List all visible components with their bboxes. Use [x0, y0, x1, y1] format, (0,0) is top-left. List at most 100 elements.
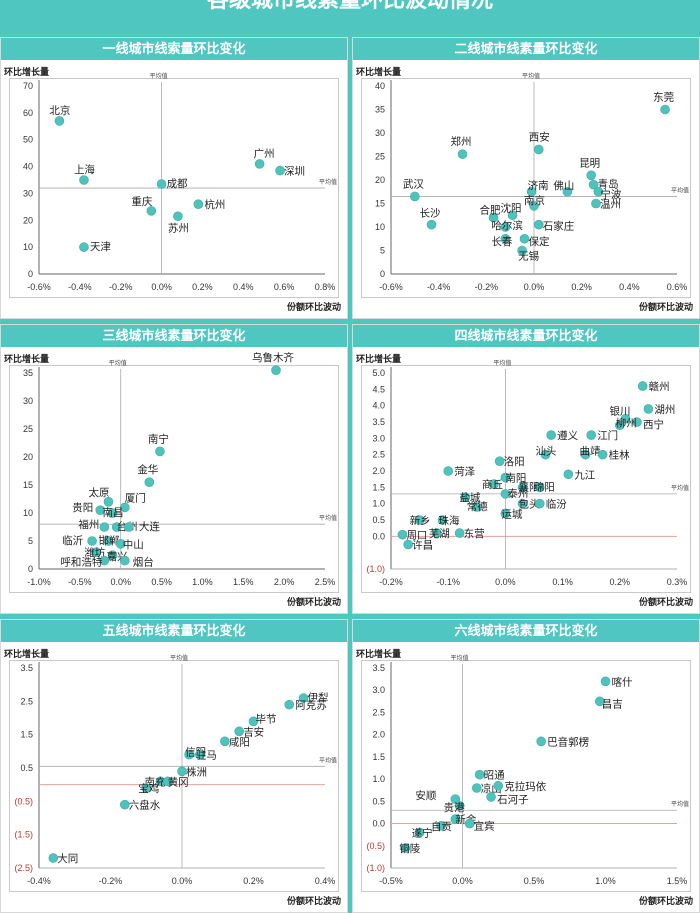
data-point: [586, 170, 596, 181]
x-axis-label: 份额环比波动: [286, 302, 341, 312]
y-tick-label: 15: [375, 199, 385, 209]
y-tick-label: 2.5: [372, 707, 385, 717]
y-tick-label: 0.5: [372, 796, 385, 806]
y-tick-label: 5: [28, 536, 33, 546]
data-point: [632, 417, 642, 427]
data-label: 福州: [78, 518, 99, 531]
plot-frame: [9, 365, 339, 593]
data-label: 黄冈: [168, 775, 189, 788]
data-label: 杭州: [204, 198, 225, 211]
chart-title: 二线城市线素量环比变化: [353, 38, 699, 60]
plot-frame: [9, 660, 339, 892]
chart-panel-tier3: 三线城市线素量环比变化 环比增长量 份额环比波动 0 5 10 15 20 25 30 35 -1.0…: [0, 324, 348, 614]
data-label: 铜陵: [399, 843, 420, 855]
data-label: 合肥: [479, 204, 500, 217]
x-tick-label: 1.5%: [667, 876, 688, 886]
y-tick-label: (2.5): [14, 863, 33, 873]
x-axis-label: 份额环比波动: [638, 896, 693, 906]
data-label: 湖州: [654, 404, 675, 416]
data-label: 自贡: [431, 820, 452, 833]
x-tick-label: 1.5%: [233, 577, 254, 587]
data-label: 南京: [524, 194, 545, 207]
data-label: 烟台: [133, 556, 154, 569]
x-tick-label: 0.5%: [151, 577, 172, 587]
data-label: 哈尔滨: [491, 219, 523, 232]
data-point: [593, 186, 604, 197]
data-point: [454, 800, 465, 811]
x-tick-label: 0.1%: [552, 577, 573, 587]
data-label: 北京: [49, 104, 70, 117]
data-label: 菏泽: [454, 466, 475, 478]
x-tick-label: 0.4%: [619, 282, 640, 292]
data-point: [450, 814, 461, 824]
data-point: [450, 794, 461, 804]
data-point: [124, 522, 134, 532]
data-point: [474, 769, 485, 780]
data-label: 桂林: [609, 449, 630, 462]
data-point: [234, 726, 244, 737]
data-point: [79, 175, 89, 185]
average-y-label: 平均值: [319, 178, 337, 186]
data-label: 保定: [528, 235, 549, 248]
data-label: 洛阳: [504, 455, 525, 468]
x-tick-label: -0.4%: [68, 282, 92, 292]
data-point: [103, 497, 114, 507]
x-tick-label: 0.0%: [110, 577, 131, 587]
y-tick-label: 40: [23, 162, 33, 172]
data-point: [103, 536, 114, 546]
data-point: [177, 766, 187, 777]
data-label: 临汾: [546, 498, 568, 511]
average-y-label: 平均值: [319, 756, 337, 764]
y-tick-label: 0.5: [372, 515, 385, 525]
plot-frame: [361, 660, 691, 892]
data-label: 贵港: [444, 801, 465, 814]
average-y-label: 平均值: [319, 514, 337, 522]
data-label: 江门: [597, 429, 618, 442]
data-label: 临沂: [62, 534, 83, 547]
data-label: 阿克苏: [295, 699, 327, 712]
chart-panel-tier1: 一线城市线索量环比变化 环比增长量 份额环比波动 0 10 20 30 40 50 60 70 -0.…: [0, 37, 348, 319]
data-point: [271, 365, 281, 376]
data-point: [397, 529, 408, 540]
data-label: 泰州: [507, 487, 528, 500]
data-point: [546, 430, 556, 440]
scatter-plot: 0 10 20 30 40 50 60 70 -0.6% -0.4% -0.2% 0.0% 0.2% 0.…: [23, 72, 337, 292]
data-point: [48, 853, 59, 863]
y-tick-label: 1.5: [20, 730, 33, 740]
x-tick-label: 0.4%: [233, 282, 254, 292]
chart-panel-tier6: 六线城市线素量环比变化 环比增长量 份额环比波动 (1.0) (0.5) 0.0 0.5 1.…: [352, 619, 700, 913]
data-point: [464, 818, 475, 829]
data-point: [54, 116, 65, 126]
data-label: 柳州: [616, 416, 637, 429]
x-tick-label: -0.5%: [68, 577, 92, 587]
data-point: [298, 693, 309, 703]
data-point: [120, 799, 130, 810]
data-label: 咸阳: [229, 736, 250, 748]
x-axis-label: 份额环比波动: [286, 597, 341, 607]
x-tick-label: -0.1%: [436, 577, 460, 587]
y-tick-label: (1.0): [366, 564, 385, 574]
data-point: [111, 522, 122, 532]
y-axis-label: 环比增长量: [4, 649, 50, 659]
data-point: [99, 522, 110, 532]
average-y-label: 平均值: [671, 800, 689, 808]
y-tick-label: 0.0: [372, 531, 385, 541]
y-tick-label: (0.5): [366, 841, 385, 851]
y-tick-label: 10: [23, 242, 33, 252]
data-label: 周口: [406, 530, 427, 542]
data-label: 邯郸: [98, 534, 119, 547]
chart-panel-tier5: 五线城市线素量环比变化 环比增长量 份额环比波动 (2.5) (1.5) (0.5) 0.5…: [0, 619, 348, 913]
data-point: [120, 555, 130, 566]
data-point: [454, 528, 465, 538]
data-label: 包头: [519, 498, 540, 511]
chart-title: 六线城市线素量环比变化: [353, 620, 699, 642]
y-axis-label: 环比增长量: [356, 67, 402, 77]
data-label: 银川: [610, 405, 631, 418]
average-y-label: 平均值: [671, 186, 689, 194]
x-tick-label: 0.0%: [452, 876, 473, 886]
y-axis-label: 环比增长量: [4, 354, 50, 364]
data-label: 株洲: [186, 765, 207, 778]
average-x-label: 平均值: [170, 654, 188, 662]
y-tick-label: 0.0: [372, 819, 385, 829]
data-point: [500, 233, 511, 244]
